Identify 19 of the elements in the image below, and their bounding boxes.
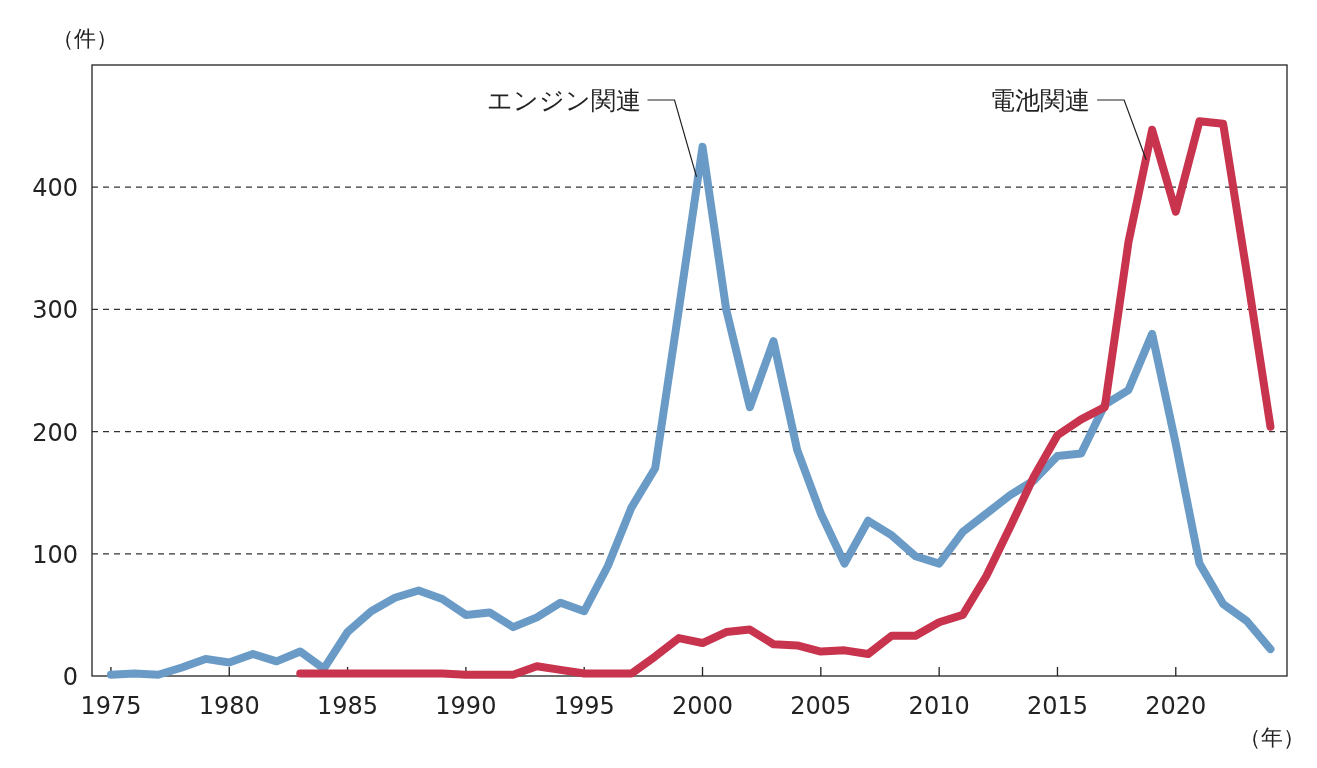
y-tick-label: 400: [32, 174, 78, 203]
y-axis-title: （件）: [52, 26, 118, 51]
x-tick-label: 1995: [553, 692, 615, 720]
x-tick-label: 1985: [317, 692, 379, 720]
x-tick-label: 2015: [1026, 692, 1088, 720]
x-tick-label: 2000: [671, 692, 734, 720]
y-tick-label: 300: [32, 296, 78, 325]
x-tick-label: 1980: [198, 692, 260, 720]
x-axis-title: （年）: [1239, 725, 1305, 750]
y-tick-label: 0: [62, 663, 78, 691]
text: エンジン関連: [486, 86, 641, 115]
x-tick-label: 1975: [80, 692, 142, 720]
x-tick-label: 1990: [435, 692, 497, 720]
y-tick-label: 100: [32, 540, 78, 569]
text: 電池関連: [990, 86, 1091, 115]
x-tick-label: 2010: [908, 692, 970, 720]
y-tick-label: 200: [32, 418, 78, 447]
x-tick-label: 2020: [1145, 692, 1207, 720]
x-tick-label: 2005: [790, 692, 852, 720]
